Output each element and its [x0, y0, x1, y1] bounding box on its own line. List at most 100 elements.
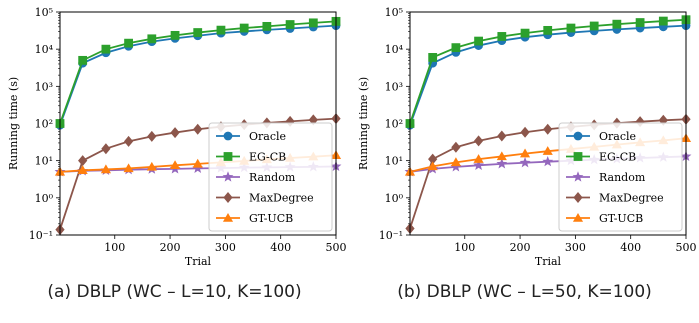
y-tick-label: 10²	[385, 118, 403, 131]
data-point	[262, 21, 272, 31]
data-point	[543, 123, 553, 135]
legend-label: GT-UCB	[599, 212, 643, 225]
x-tick-label: 200	[160, 241, 181, 254]
legend-label: Oracle	[249, 130, 286, 143]
x-tick-label: 100	[104, 241, 125, 254]
legend-marker	[572, 171, 584, 182]
x-axis-label: Trial	[535, 255, 562, 268]
y-tick-label: 10²	[35, 118, 53, 131]
chart-a-caption: (a) DBLP (WC – L=10, K=100)	[47, 282, 302, 302]
plot-frame	[59, 11, 337, 236]
y-tick-label: 10⁻¹	[29, 229, 53, 242]
data-point	[658, 16, 668, 26]
data-point	[519, 157, 531, 168]
x-tick-label: 400	[270, 241, 291, 254]
data-point	[450, 161, 462, 172]
data-point	[497, 32, 507, 41]
x-tick-label: 100	[454, 241, 475, 254]
data-point	[450, 157, 461, 167]
series-line	[59, 24, 337, 126]
data-point	[589, 21, 599, 31]
data-point	[428, 153, 438, 165]
data-point	[635, 18, 645, 27]
x-tick-label: 500	[676, 241, 697, 254]
legend-item: Oracle	[216, 130, 286, 143]
data-point	[239, 23, 249, 33]
legend-item: Oracle	[566, 130, 636, 143]
data-point	[169, 160, 181, 170]
legend-label: MaxDegree	[249, 192, 314, 205]
data-point	[78, 55, 88, 65]
data-point	[427, 161, 438, 171]
data-point	[496, 158, 508, 169]
data-point	[101, 143, 111, 155]
x-axis-label: Trial	[185, 255, 212, 268]
legend-box	[558, 122, 683, 232]
data-point	[496, 151, 507, 161]
legend: Oracle EG-CB Random MaxDegree GT-UCB	[208, 122, 333, 232]
data-point	[193, 123, 203, 135]
data-point	[308, 18, 318, 28]
plot-frame	[409, 11, 687, 236]
y-tick-label: 10⁰	[35, 192, 54, 205]
data-point	[473, 135, 484, 147]
legend-label: GT-UCB	[249, 212, 293, 225]
legend-marker	[223, 192, 233, 203]
legend-marker	[222, 171, 234, 182]
data-point	[543, 25, 553, 35]
data-point	[100, 164, 111, 174]
x-tick-label: 500	[326, 241, 347, 254]
y-tick-label: 10⁰	[385, 192, 404, 205]
legend-marker	[223, 152, 233, 161]
data-point	[170, 127, 180, 139]
legend-item: EG-CB	[216, 151, 286, 164]
legend-marker	[573, 131, 583, 141]
data-point	[542, 146, 553, 155]
x-tick-label: 400	[620, 241, 641, 254]
chart-panel-a: 10⁻¹ 10⁰ 10¹ 10² 10³ 10⁴ 10⁵ 100 200 300 400 500 Tri…	[0, 0, 349, 323]
legend-label: EG-CB	[249, 151, 286, 164]
legend-item: MaxDegree	[216, 192, 314, 205]
data-point	[146, 161, 157, 171]
data-point	[170, 30, 180, 40]
series-eg-cb	[405, 15, 691, 128]
y-tick-label: 10¹	[385, 155, 403, 168]
legend-item: Random	[566, 171, 646, 184]
x-tick-label: 200	[510, 241, 531, 254]
y-tick-label: 10⁵	[35, 6, 53, 19]
y-axis-label: Running time (s)	[357, 77, 370, 170]
y-tick-label: 10⁴	[35, 43, 54, 56]
legend-item: GT-UCB	[216, 212, 293, 225]
y-tick-label: 10⁵	[385, 6, 403, 19]
data-point	[123, 135, 134, 147]
legend-label: Oracle	[599, 130, 636, 143]
data-point	[123, 163, 134, 173]
data-point	[192, 158, 203, 168]
legend-marker	[573, 152, 583, 161]
legend-label: Random	[249, 171, 296, 184]
y-axis-label: Running time (s)	[7, 77, 20, 170]
y-tick-label: 10⁴	[385, 43, 404, 56]
data-point	[542, 155, 554, 167]
legend-marker	[223, 131, 233, 141]
y-tick-label: 10³	[385, 80, 403, 93]
data-point	[473, 159, 485, 170]
data-point	[216, 25, 226, 35]
data-point	[78, 155, 88, 167]
data-point	[192, 162, 204, 174]
legend-label: EG-CB	[599, 151, 636, 164]
x-tick-label: 300	[565, 241, 586, 254]
data-point	[451, 43, 461, 53]
y-tick-label: 10¹	[35, 155, 53, 168]
x-tick-label: 300	[215, 241, 236, 254]
chart-b-caption: (b) DBLP (WC – L=50, K=100)	[397, 282, 652, 302]
data-point	[566, 23, 576, 33]
data-point	[520, 28, 530, 38]
y-tick-label: 10⁻¹	[379, 229, 403, 242]
data-point	[497, 130, 507, 142]
legend-item: GT-UCB	[566, 212, 643, 225]
data-point	[473, 154, 484, 163]
data-point	[77, 165, 88, 175]
legend-marker	[222, 212, 234, 222]
data-point	[612, 19, 622, 29]
